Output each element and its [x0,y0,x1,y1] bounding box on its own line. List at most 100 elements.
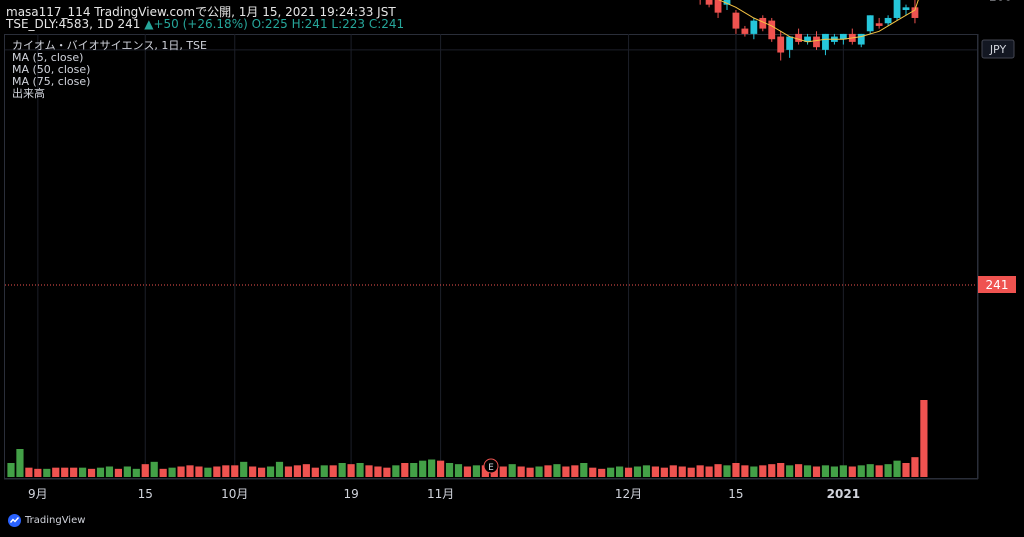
volume-bar [616,466,624,477]
indicator-legend[interactable]: カイオム・バイオサイエンス, 1日, TSE MA (5, close) MA … [12,40,207,100]
volume-bar [759,465,767,477]
volume-bar [275,461,284,477]
candle-body [786,36,794,50]
volume-bar [499,466,507,477]
volume-bar [123,466,131,477]
earnings-event-letter: E [488,463,494,473]
volume-bar [7,463,15,477]
volume-bar [410,463,418,477]
volume-bar [374,466,382,477]
volume-bar [329,465,337,477]
volume-bar [159,468,167,477]
volume-bar [777,463,785,477]
volume-bar [213,466,221,477]
volume-bar [723,465,731,477]
volume-bar [517,466,525,477]
x-tick-label: 11月 [427,487,454,501]
volume-bar [598,468,606,477]
legend-series[interactable]: カイオム・バイオサイエンス, 1日, TSE [12,39,207,52]
volume-bar [768,464,776,477]
legend-volume[interactable]: 出来高 [12,87,45,100]
chart-header: masa117_114 TradingView.comで公開, 1月 15, 2… [0,0,1024,34]
volume-bar [356,463,364,477]
volume-bar [705,466,713,477]
legend-ma50[interactable]: MA (50, close) [12,63,91,76]
last-price-value: 241 [986,278,1009,292]
volume-bar [624,467,633,477]
symbol-info-row: TSE_DLY:4583, 1D 241 ▲+50 (+26.18%) O:22… [6,17,404,31]
time-axis[interactable]: 9月 15 10月 19 11月 12月 15 2021 [4,478,978,501]
x-tick-label: 2021 [827,487,860,501]
earnings-event-marker[interactable]: E [483,458,499,474]
volume-bar [920,400,928,477]
volume-bar [302,464,310,477]
volume-bar [669,465,677,477]
candle-body [875,23,883,26]
volume-bar [132,468,140,477]
volume-bar [911,457,919,477]
candle-body [857,33,865,45]
volume-bar [437,460,445,477]
candle-body [714,0,722,13]
volume-bar [43,468,51,477]
volume-bar [481,465,489,477]
volume-bar [687,467,695,477]
volume-bar [52,467,60,477]
price-axis[interactable]: 180200220240260280300320 [977,0,1012,479]
volume-bar [526,467,534,477]
volume-bar [454,464,463,477]
symbol-label: TSE_DLY:4583, 1D 241 [6,17,141,31]
tradingview-brand[interactable]: TradingView [8,514,85,527]
volume-bar [428,459,436,477]
volume-bar [168,467,176,477]
candle-body [911,7,919,18]
volume-bar [87,468,96,477]
candle-body [902,7,910,10]
footer [0,508,1024,537]
volume-bar [678,466,686,477]
candle-body [804,36,811,42]
volume-bar [803,465,812,477]
last-price-badge: 241 [978,276,1016,293]
volume-bar [186,465,194,477]
volume-bar [651,466,659,477]
ohlc-values: O:225 H:241 L:223 C:241 [251,17,405,31]
x-tick-label: 15 [138,487,153,501]
candle-body [777,36,785,53]
candle-body [813,36,820,48]
volume-bar [839,465,847,477]
volume-bar [508,464,516,477]
volume-bar [365,465,373,477]
candle-body [732,12,740,29]
candle-body [822,33,829,50]
volume-bar [284,466,293,477]
volume-bar [857,465,865,477]
volume-bar [714,464,722,477]
candle-body [723,0,731,5]
legend-ma75[interactable]: MA (75, close) [12,75,91,88]
volume-bar [821,465,830,477]
tradingview-brand-label: TradingView [25,515,86,526]
candle-body [795,33,802,42]
price-change: ▲+50 (+26.18%) [144,17,248,31]
volume-bar [535,466,543,477]
volume-bar [741,465,749,477]
grid [5,34,977,477]
candle-body [866,15,874,32]
ma5-line [718,0,919,43]
volume-bar [571,465,579,477]
volume-bar [61,467,69,477]
volume-bar [553,464,561,477]
candle-body [759,17,767,29]
legend-ma5[interactable]: MA (5, close) [12,51,84,64]
volume-bar [293,465,301,477]
volume-bar [177,466,185,477]
volume-bar [401,463,409,477]
candle-body [884,17,892,24]
volume-bar [383,467,391,477]
volume-bar [114,468,122,477]
volume-bar [589,467,597,477]
currency-badge[interactable]: JPY [981,39,1015,59]
volume-bar [544,465,552,477]
